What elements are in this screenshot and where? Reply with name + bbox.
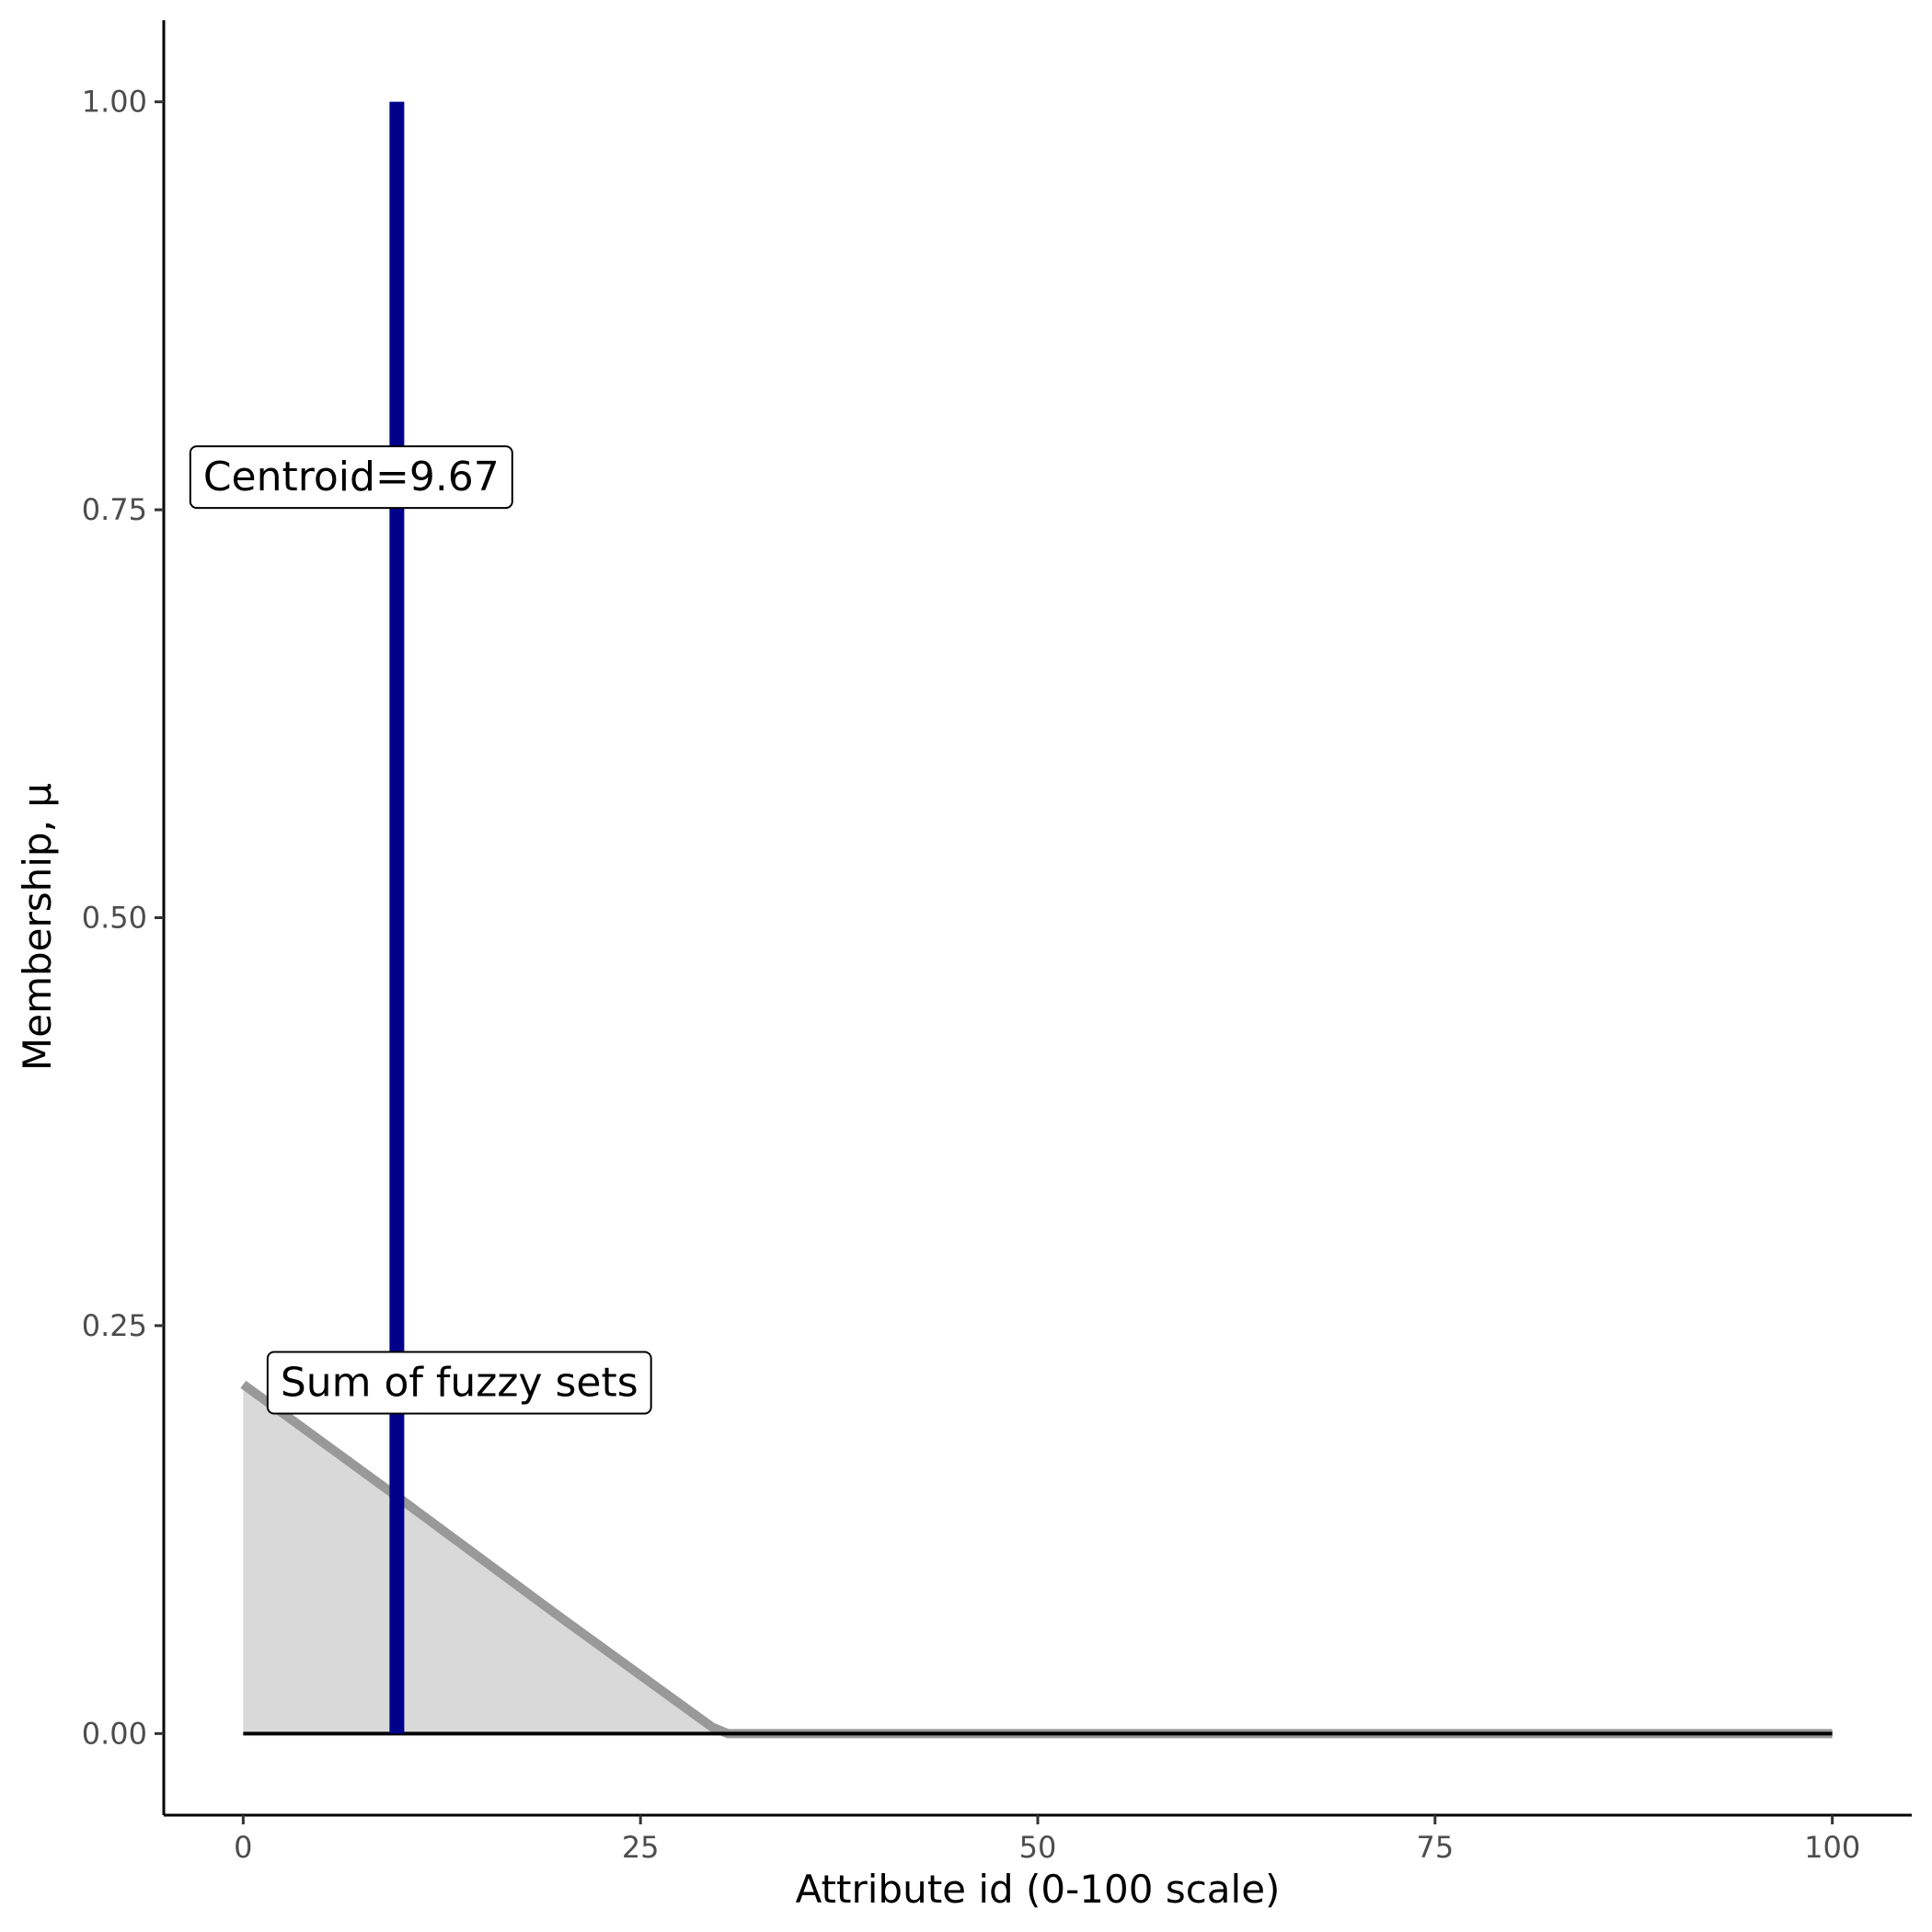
y-tick-label: 0.00	[82, 1716, 147, 1751]
label-text: Centroid=9.67	[203, 454, 500, 500]
y-tick-label: 1.00	[82, 85, 147, 120]
axes: 0 25 50 75 100 0.00 0.25 0.50 0.75 1.00	[82, 20, 1912, 1865]
label-box	[189, 445, 513, 510]
y-tick-label: 0.75	[82, 492, 147, 527]
x-tick-label: 75	[1416, 1830, 1454, 1865]
y-tick-label: 0.50	[82, 901, 147, 936]
x-tick-label: 25	[622, 1830, 660, 1865]
x-axis-title: Attribute id (0-100 scale)	[796, 1867, 1281, 1912]
label-text: Sum of fuzzy sets	[281, 1359, 638, 1406]
y-axis-title: Membership, μ	[15, 783, 60, 1071]
fuzzy-sets-label: Sum of fuzzy sets	[266, 1351, 652, 1415]
y-tick-label: 0.25	[82, 1308, 147, 1343]
x-tick-label: 50	[1019, 1830, 1057, 1865]
centroid-label: Centroid=9.67	[189, 445, 513, 510]
annotations: Centroid=9.67 Sum of fuzzy sets	[189, 445, 652, 1415]
plot-area	[240, 101, 1833, 1739]
x-tick-label: 100	[1804, 1830, 1860, 1865]
x-tick-label: 0	[234, 1830, 252, 1865]
label-box	[266, 1351, 652, 1415]
